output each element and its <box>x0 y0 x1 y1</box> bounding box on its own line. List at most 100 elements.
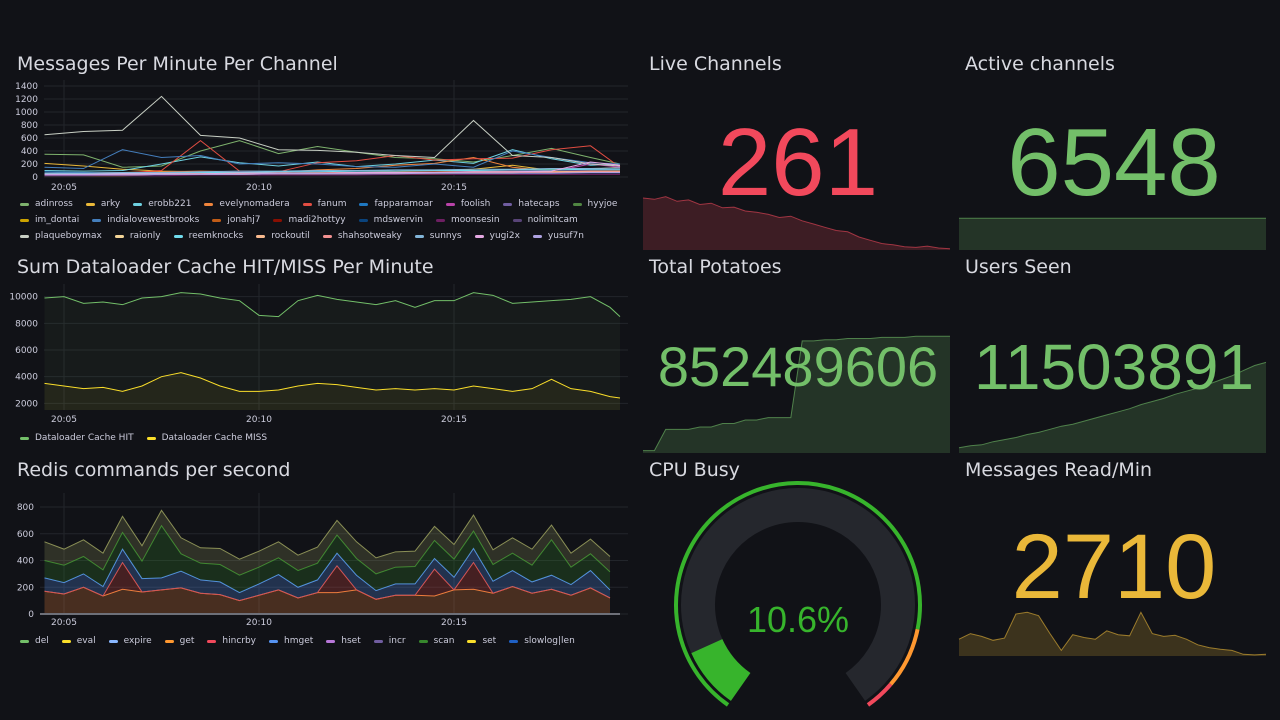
legend-swatch <box>474 234 484 238</box>
panel-title-users-seen[interactable]: Users Seen <box>965 256 1072 278</box>
legend-item[interactable]: arky <box>85 199 120 209</box>
legend-label: mdswervin <box>373 215 423 225</box>
legend-label: moonsesin <box>450 215 500 225</box>
legend-item[interactable]: sunnys <box>414 231 462 241</box>
legend-item[interactable]: im_dontai <box>20 215 79 225</box>
series-yusuf7n <box>44 171 620 176</box>
redis-chart[interactable]: 0 200 400 600 800 20:05 20:10 20:15 <box>0 0 628 628</box>
legend-item[interactable]: Dataloader Cache HIT <box>20 433 134 443</box>
messages-legend: adinross arky erobb221 evelynomadera fanum fa… <box>20 199 630 241</box>
legend-item[interactable]: foolish <box>445 199 490 209</box>
legend-item[interactable]: yugi2x <box>474 231 520 241</box>
series-moonsesin <box>44 173 620 177</box>
x-tick-label: 20:10 <box>246 415 272 425</box>
legend-item[interactable]: evelynomadera <box>204 199 290 209</box>
legend-item[interactable]: set <box>467 636 496 646</box>
legend-swatch <box>273 218 283 222</box>
legend-item[interactable]: hyyjoe <box>572 199 617 209</box>
legend-label: set <box>482 636 497 646</box>
legend-item[interactable]: jonahj7 <box>212 215 260 225</box>
legend-label: hset <box>341 636 361 646</box>
messages-chart[interactable]: 0 200 400 600 800 1000 1200 1400 20:05 20:10 20:15 <box>0 0 628 193</box>
sparkline-line <box>643 335 950 452</box>
area-del <box>44 510 610 576</box>
series-del <box>44 509 611 560</box>
legend-item[interactable]: shahsotweaky <box>322 231 402 241</box>
legend-item[interactable]: madi2hottyy <box>273 215 346 225</box>
legend-swatch <box>509 639 519 643</box>
panel-title-cpu-busy[interactable]: CPU Busy <box>649 459 740 481</box>
total-potatoes-value: 852489606 <box>657 335 939 398</box>
messages-read-value: 2710 <box>1011 516 1217 618</box>
legend-item[interactable]: Dataloader Cache MISS <box>146 433 268 443</box>
y-tick-label: 2000 <box>15 399 38 409</box>
legend-label: eval <box>76 636 96 646</box>
gauge-fill <box>691 638 751 701</box>
gauge-track <box>681 488 915 701</box>
legend-label: raionly <box>129 231 161 241</box>
legend-item[interactable]: hset <box>326 636 361 646</box>
legend-item[interactable]: scan <box>418 636 454 646</box>
panel-title-active-channels[interactable]: Active channels <box>965 53 1115 75</box>
legend-swatch <box>532 234 542 238</box>
legend-label: erobb221 <box>148 199 192 209</box>
panel-title-dataloader[interactable]: Sum Dataloader Cache HIT/MISS Per Minute <box>17 256 434 278</box>
legend-item[interactable]: hincrby <box>207 636 256 646</box>
area-hincrby <box>44 562 610 601</box>
legend-label: rockoutil <box>271 231 310 241</box>
panel-title-messages[interactable]: Messages Per Minute Per Channel <box>17 53 338 75</box>
panel-title-messages-read[interactable]: Messages Read/Min <box>965 459 1153 481</box>
legend-item[interactable]: eval <box>61 636 96 646</box>
legend-item[interactable]: raionly <box>114 231 161 241</box>
legend-item[interactable]: expire <box>108 636 152 646</box>
legend-item[interactable]: nolimitcam <box>512 215 578 225</box>
users-seen-value: 11503891 <box>974 331 1254 403</box>
legend-label: sunnys <box>429 231 462 241</box>
x-tick-label: 20:10 <box>246 183 272 193</box>
legend-item[interactable]: adinross <box>20 199 73 209</box>
series-plaqueboymax <box>44 95 621 167</box>
panel-title-total-potatoes[interactable]: Total Potatoes <box>649 256 782 278</box>
legend-item[interactable]: get <box>164 636 195 646</box>
series-indialovewestbrooks <box>44 149 621 170</box>
sparkline-area <box>643 196 950 250</box>
x-tick-label: 20:15 <box>441 618 467 628</box>
legend-item[interactable]: reemknocks <box>173 231 243 241</box>
legend-item[interactable]: incr <box>373 636 406 646</box>
legend-item[interactable]: moonsesin <box>435 215 500 225</box>
sparkline-area <box>959 612 1266 656</box>
legend-item[interactable]: fapparamoar <box>359 199 433 209</box>
series-reemknocks <box>44 168 620 175</box>
area-hmget <box>44 548 610 601</box>
x-tick-label: 20:15 <box>441 415 467 425</box>
x-tick-label: 20:05 <box>51 183 77 193</box>
legend-item[interactable]: yusuf7n <box>532 231 584 241</box>
legend-item[interactable]: indialovewestbrooks <box>92 215 199 225</box>
legend-item[interactable]: del <box>20 636 49 646</box>
legend-item[interactable]: erobb221 <box>133 199 191 209</box>
legend-swatch <box>207 639 217 643</box>
legend-swatch <box>173 234 183 238</box>
legend-swatch <box>373 639 383 643</box>
y-tick-label: 200 <box>17 583 34 593</box>
legend-label: Dataloader Cache MISS <box>161 433 268 443</box>
x-tick-label: 20:10 <box>246 618 272 628</box>
panel-title-live-channels[interactable]: Live Channels <box>649 53 782 75</box>
legend-item[interactable]: plaqueboymax <box>20 231 102 241</box>
legend-swatch <box>572 202 582 206</box>
legend-swatch <box>61 639 71 643</box>
legend-label: get <box>179 636 195 646</box>
y-tick-label: 800 <box>21 121 38 131</box>
legend-item[interactable]: rockoutil <box>256 231 310 241</box>
legend-item[interactable]: hatecaps <box>503 199 560 209</box>
legend-item[interactable]: slowlog|len <box>509 636 575 646</box>
legend-swatch <box>20 639 29 643</box>
legend-swatch <box>108 639 118 643</box>
legend-label: plaqueboymax <box>35 231 102 241</box>
legend-label: evelynomadera <box>219 199 290 209</box>
panel-title-redis[interactable]: Redis commands per second <box>17 459 291 481</box>
legend-item[interactable]: fanum <box>302 199 346 209</box>
legend-item[interactable]: mdswervin <box>358 215 423 225</box>
legend-item[interactable]: hmget <box>269 636 313 646</box>
